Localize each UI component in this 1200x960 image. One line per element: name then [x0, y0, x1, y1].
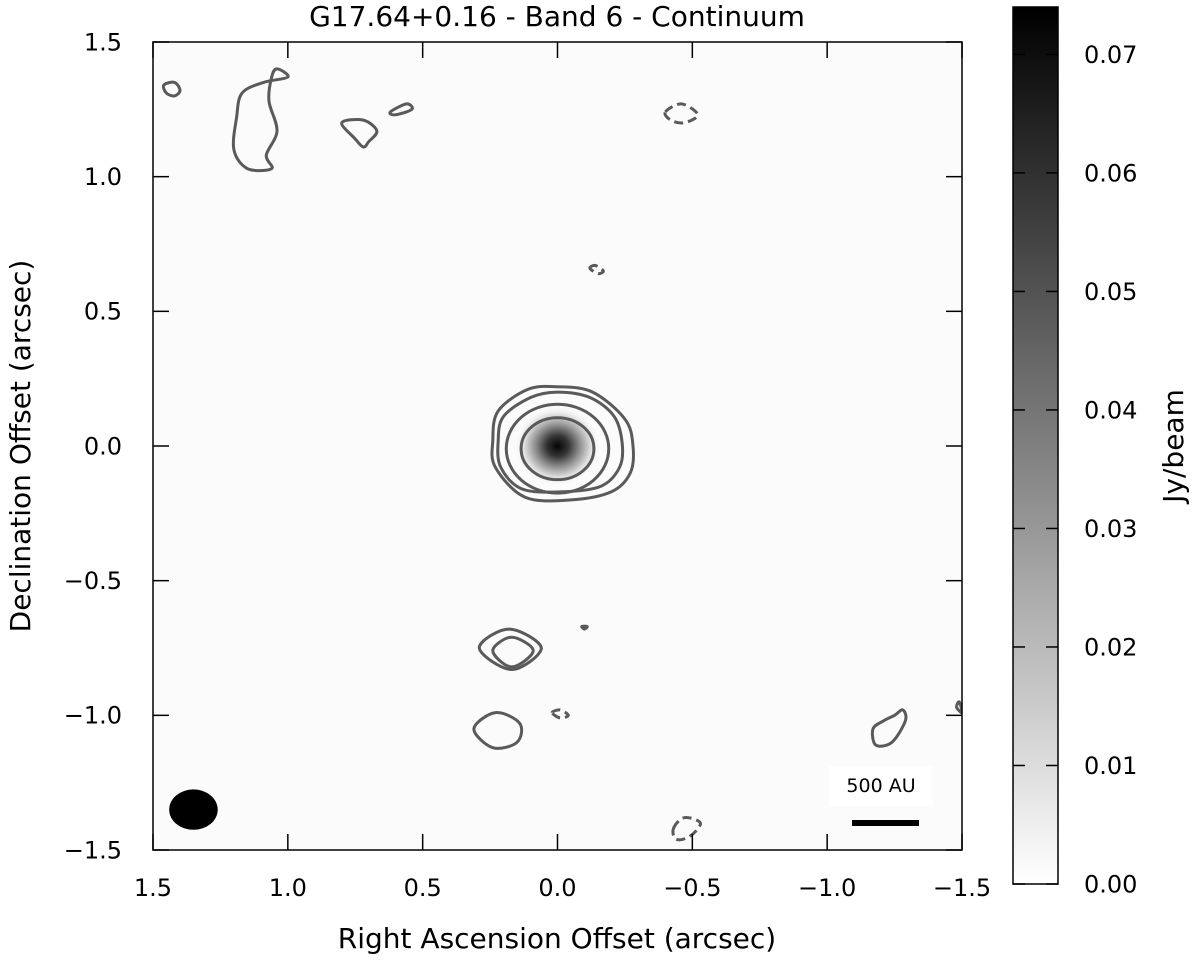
contour-negative: [671, 816, 702, 842]
contour-positive: [161, 80, 182, 98]
contour-positive: [491, 635, 535, 669]
contour-negative: [588, 263, 605, 276]
colorbar-tick-label: 0.00: [1084, 870, 1137, 898]
source-emission: [514, 405, 601, 487]
overlay-layer: 500 AU: [169, 766, 933, 830]
scale-bar-label-box: [829, 766, 933, 806]
x-tick-label: −1.5: [933, 874, 991, 902]
contour-main-ring: [519, 416, 596, 482]
colorbar-gradient: [1012, 6, 1059, 885]
colorbar: 0.00 0.01 0.02 0.03 0.04 0.05 0.06 0.07 Jy/beam: [1012, 6, 1190, 898]
colorbar-tick-label: 0.07: [1084, 41, 1137, 69]
contour-positive: [870, 708, 908, 748]
contour-positive: [388, 102, 414, 117]
x-tick-label: 1.0: [269, 874, 307, 902]
colorbar-ticks: 0.00 0.01 0.02 0.03 0.04 0.05 0.06 0.07: [1013, 41, 1137, 898]
colorbar-tick-label: 0.03: [1084, 515, 1137, 543]
y-axis-title: Declination Offset (arcsec): [4, 260, 37, 633]
y-tick-label: 1.0: [84, 163, 122, 191]
y-tick-label: 0.0: [84, 432, 122, 460]
colorbar-tick-label: 0.06: [1084, 159, 1137, 187]
y-tick-label: −1.0: [64, 702, 122, 730]
y-tick-label: 0.5: [84, 298, 122, 326]
plot-area: 500 AU 1.5 1.0 0.5 0.0 −0.5 −1.0 −1.5 1.5 1.0 0.5…: [64, 28, 991, 902]
colorbar-tick-label: 0.01: [1084, 752, 1137, 780]
contour-positive: [955, 700, 962, 715]
x-axis-title: Right Ascension Offset (arcsec): [338, 922, 776, 955]
contour-negative: [663, 102, 700, 125]
contour-negative: [550, 708, 570, 720]
y-tick-label: −1.5: [64, 836, 122, 864]
contour-layer: [161, 67, 962, 842]
colorbar-tick-label: 0.04: [1084, 396, 1137, 424]
chart-title: G17.64+0.16 - Band 6 - Continuum: [309, 0, 805, 33]
x-tick-label: −0.5: [663, 874, 721, 902]
contour-positive: [340, 118, 379, 149]
contour-positive: [580, 624, 589, 631]
scale-bar-label: 500 AU: [846, 775, 915, 797]
x-tick-label: 0.0: [538, 874, 576, 902]
intensity-image: [514, 405, 601, 487]
beam-ellipse: [169, 789, 218, 830]
contour-positive: [477, 627, 543, 672]
contour-positive: [472, 711, 524, 750]
colorbar-label: Jy/beam: [1157, 389, 1190, 505]
colorbar-tick-label: 0.02: [1084, 633, 1137, 661]
contour-positive: [231, 67, 290, 173]
y-tick-label: −0.5: [64, 567, 122, 595]
x-tick-label: 0.5: [404, 874, 442, 902]
contour-main-outer: [490, 384, 635, 503]
axis-ticks: 1.5 1.0 0.5 0.0 −0.5 −1.0 −1.5 1.5 1.0 0.5 0.0 −0.5…: [64, 28, 991, 902]
scale-bar: [852, 820, 919, 826]
contour-main-outer: [496, 390, 625, 494]
x-tick-label: −1.0: [798, 874, 856, 902]
y-tick-label: 1.5: [84, 28, 122, 56]
colorbar-tick-label: 0.05: [1084, 278, 1137, 306]
x-tick-label: 1.5: [134, 874, 172, 902]
